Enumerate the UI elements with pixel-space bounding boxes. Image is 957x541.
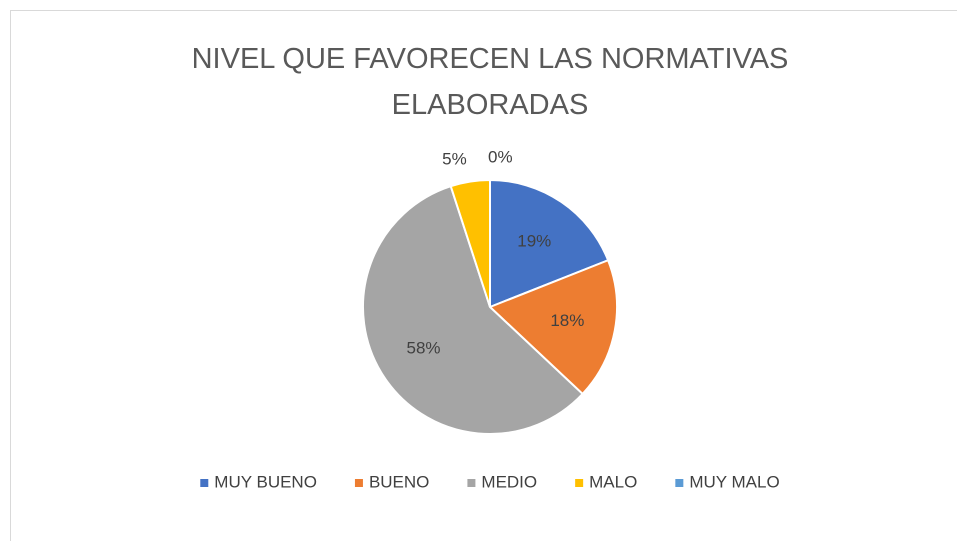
legend-label: MUY MALO bbox=[689, 472, 779, 491]
data-label: 5% bbox=[442, 149, 467, 168]
data-label: 19% bbox=[517, 231, 551, 250]
legend-marker bbox=[354, 479, 363, 487]
legend-label: MEDIO bbox=[481, 472, 537, 491]
chart-title: NIVEL QUE FAVORECEN LAS NORMATIVAS ELABO… bbox=[191, 43, 789, 121]
legend-marker bbox=[575, 479, 584, 487]
legend-label: MALO bbox=[589, 472, 637, 491]
data-label: 58% bbox=[407, 339, 441, 358]
data-label: 0% bbox=[488, 147, 513, 166]
legend-label: BUENO bbox=[369, 472, 429, 491]
chart-frame bbox=[10, 10, 957, 541]
pie-slice bbox=[488, 258, 618, 396]
legend-marker bbox=[467, 479, 476, 487]
legend-marker bbox=[200, 479, 209, 487]
pie-slice bbox=[489, 178, 610, 309]
data-label: 18% bbox=[550, 311, 584, 330]
pie-slice bbox=[362, 184, 584, 435]
legend-marker bbox=[675, 479, 684, 487]
legend-label: MUY BUENO bbox=[214, 472, 317, 491]
